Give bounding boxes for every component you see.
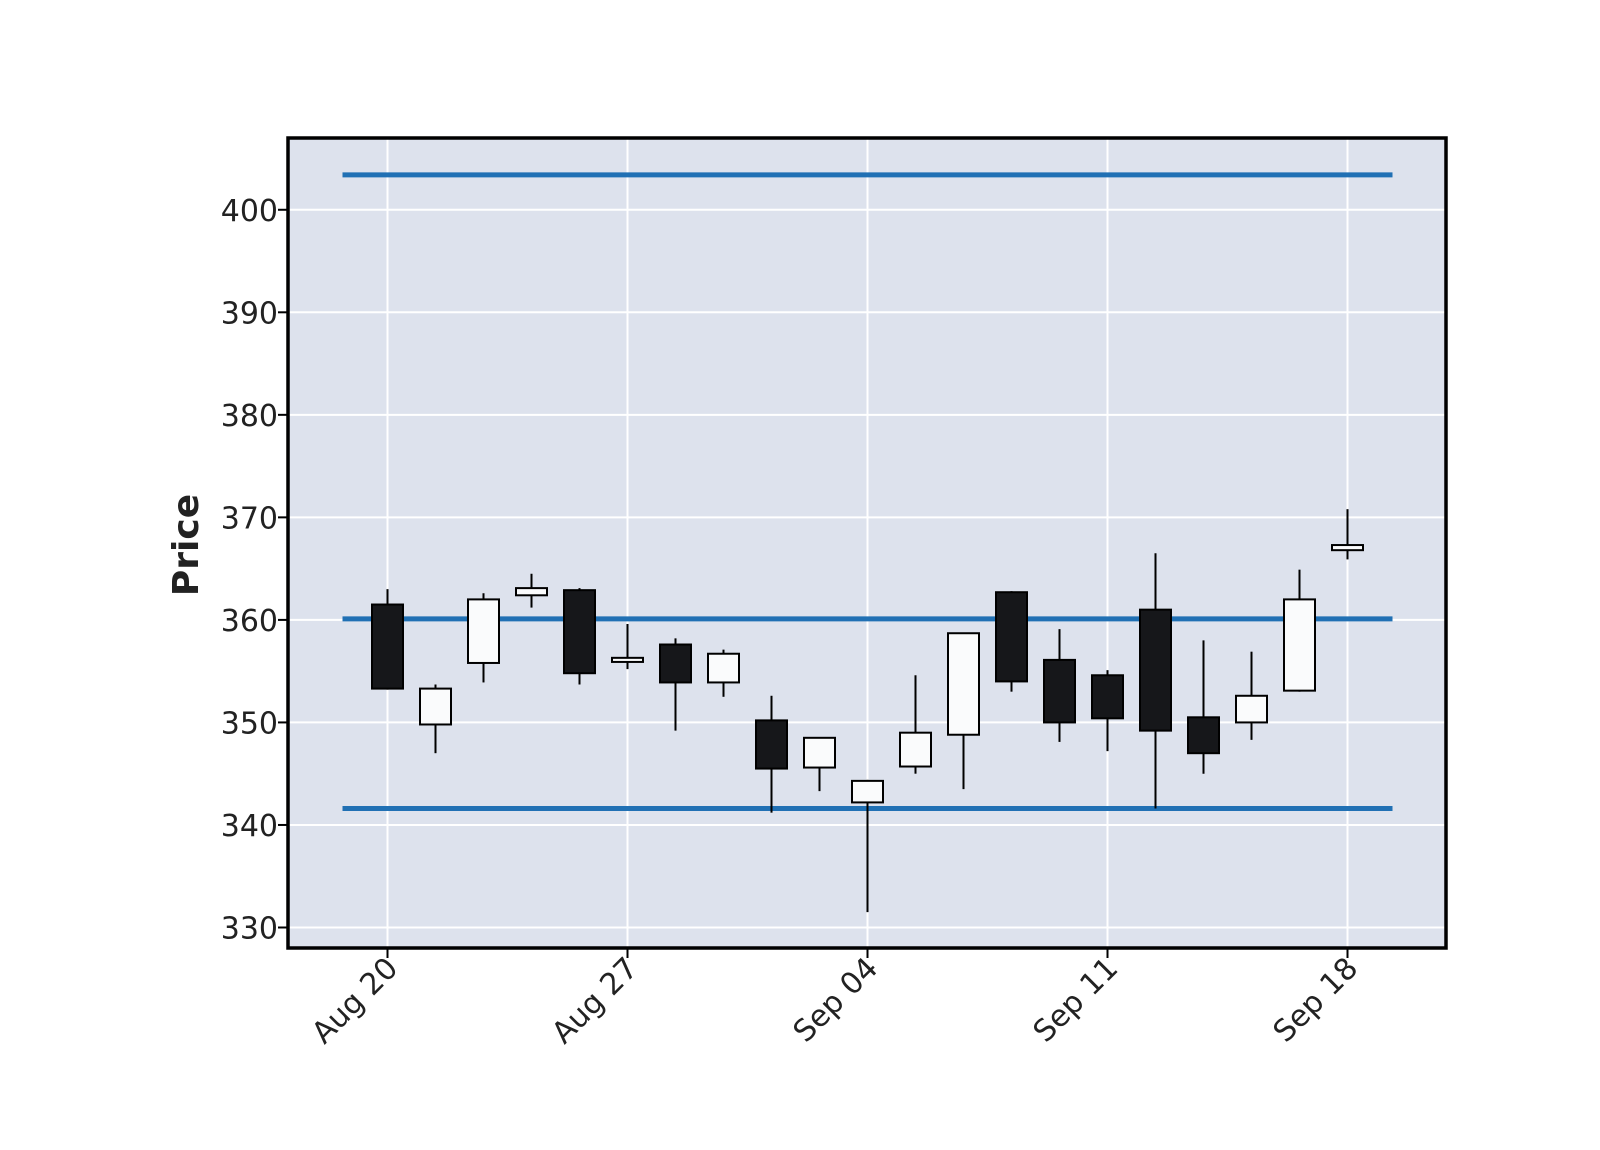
candle-body [899,731,932,768]
candle [1139,553,1172,809]
candle [1187,640,1220,774]
candle [467,593,500,683]
x-tick-label: Sep 04 [787,951,885,1049]
candle [1235,651,1268,740]
y-tick-label: 330 [221,911,278,946]
x-axis-ticks: Aug 20 Aug 27 Sep 04 Sep 11 Sep 18 [305,948,1365,1051]
candle-body [803,736,836,769]
candle [803,736,836,792]
candle [419,684,452,754]
candle-body [995,591,1028,683]
candle [707,649,740,697]
candle [563,588,596,685]
candle-body [851,779,884,804]
candle [851,779,884,913]
candle-body [611,656,644,663]
candle [995,591,1028,692]
candles [371,509,1364,913]
y-tick-label: 370 [221,501,278,536]
candle [755,695,788,813]
candle [659,638,692,731]
y-axis-label: Price [166,494,207,596]
candle-body [1283,598,1316,692]
candle-body [1043,658,1076,724]
candle [1283,569,1316,692]
candle-body [515,587,548,597]
y-tick-label: 340 [221,809,278,844]
candle-body [755,719,788,770]
candle-body [467,598,500,664]
x-tick-label: Aug 27 [545,951,645,1051]
candle-body [1139,608,1172,732]
x-tick-label: Sep 18 [1267,951,1365,1049]
y-tick-label: 390 [221,296,278,331]
candle-body [1091,674,1124,720]
candle-body [563,589,596,675]
y-tick-label: 350 [221,706,278,741]
x-tick-label: Sep 11 [1027,951,1125,1049]
y-tick-label: 380 [221,399,278,434]
y-axis-ticks: 330 340 350 360 370 380 390 400 [221,194,288,946]
candle [947,632,980,790]
x-tick-label: Aug 20 [305,951,405,1051]
candle [899,675,932,774]
candle-body [1331,544,1364,552]
candle [515,573,548,608]
candle [1043,629,1076,742]
candle-body [1235,694,1268,724]
candle-body [659,643,692,684]
candle-body [419,687,452,726]
candle-body [947,632,980,736]
candle-body [1187,716,1220,755]
candle [611,624,644,670]
y-tick-label: 360 [221,604,278,639]
candle [1091,670,1124,752]
candle [371,589,404,690]
y-tick-label: 400 [221,194,278,229]
candle-body [707,652,740,684]
candle [1331,509,1364,560]
candle-body [371,603,404,690]
